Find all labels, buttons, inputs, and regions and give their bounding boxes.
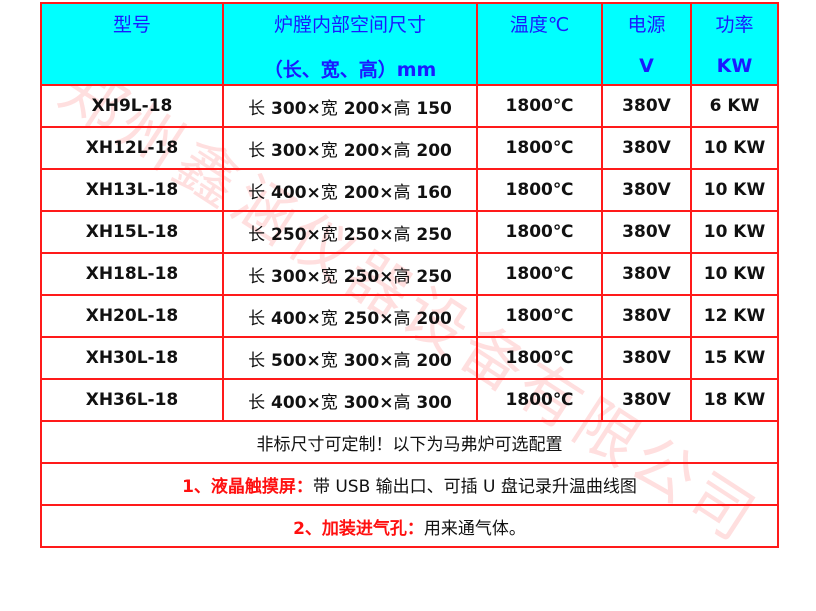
- table-row: XH12L-18 长 300×宽 200×高 200 1800℃ 380V 10…: [40, 126, 779, 170]
- temp-cell: 1800℃: [476, 126, 603, 170]
- model-cell: XH18L-18: [40, 252, 224, 296]
- size-cell: 长 400×宽 300×高 300: [222, 378, 478, 422]
- header-size: 炉膛内部空间尺寸 （长、宽、高）mm: [222, 2, 478, 86]
- size-cell: 长 500×宽 300×高 200: [222, 336, 478, 380]
- table-row: XH20L-18 长 400×宽 250×高 200 1800℃ 380V 12…: [40, 294, 779, 338]
- table-row: XH18L-18 长 300×宽 250×高 250 1800℃ 380V 10…: [40, 252, 779, 296]
- power-cell: 15 KW: [690, 336, 779, 380]
- voltage-cell: 380V: [601, 378, 692, 422]
- temp-cell: 1800℃: [476, 168, 603, 212]
- option-2-text: 用来通气体。: [423, 518, 526, 539]
- table-row: XH13L-18 长 400×宽 200×高 160 1800℃ 380V 10…: [40, 168, 779, 212]
- model-cell: XH12L-18: [40, 126, 224, 170]
- model-cell: XH30L-18: [40, 336, 224, 380]
- voltage-cell: 380V: [601, 294, 692, 338]
- voltage-cell: 380V: [601, 126, 692, 170]
- power-cell: 12 KW: [690, 294, 779, 338]
- table-row: XH36L-18 长 400×宽 300×高 300 1800℃ 380V 18…: [40, 378, 779, 422]
- size-cell: 长 400×宽 200×高 160: [222, 168, 478, 212]
- size-cell: 长 300×宽 250×高 250: [222, 252, 478, 296]
- temp-cell: 1800℃: [476, 252, 603, 296]
- header-voltage: 电源 V: [601, 2, 692, 86]
- model-cell: XH13L-18: [40, 168, 224, 212]
- model-cell: XH15L-18: [40, 210, 224, 254]
- voltage-cell: 380V: [601, 168, 692, 212]
- custom-note: 非标尺寸可定制！以下为马弗炉可选配置: [40, 420, 779, 464]
- power-cell: 10 KW: [690, 252, 779, 296]
- voltage-cell: 380V: [601, 210, 692, 254]
- size-cell: 长 400×宽 250×高 200: [222, 294, 478, 338]
- furnace-spec-table: 型号 炉膛内部空间尺寸 （长、宽、高）mm 温度℃ 电源 V 功率 KW XH9L-1…: [40, 2, 779, 548]
- table-row: XH9L-18 长 300×宽 200×高 150 1800℃ 380V 6 K…: [40, 84, 779, 128]
- option-1-text: 带 USB 输出口、可插 U 盘记录升温曲线图: [312, 476, 637, 497]
- model-cell: XH9L-18: [40, 84, 224, 128]
- table-row: XH30L-18 长 500×宽 300×高 200 1800℃ 380V 15…: [40, 336, 779, 380]
- option-2-row: 2、加装进气孔：用来通气体。: [40, 504, 779, 548]
- power-cell: 10 KW: [690, 126, 779, 170]
- temp-cell: 1800℃: [476, 294, 603, 338]
- voltage-cell: 380V: [601, 84, 692, 128]
- temp-cell: 1800℃: [476, 336, 603, 380]
- power-cell: 10 KW: [690, 168, 779, 212]
- power-cell: 10 KW: [690, 210, 779, 254]
- size-cell: 长 300×宽 200×高 150: [222, 84, 478, 128]
- header-model: 型号: [40, 2, 224, 86]
- header-row: 型号 炉膛内部空间尺寸 （长、宽、高）mm 温度℃ 电源 V 功率 KW: [40, 2, 779, 86]
- temp-cell: 1800℃: [476, 378, 603, 422]
- model-cell: XH36L-18: [40, 378, 224, 422]
- model-cell: XH20L-18: [40, 294, 224, 338]
- temp-cell: 1800℃: [476, 210, 603, 254]
- temp-cell: 1800℃: [476, 84, 603, 128]
- voltage-cell: 380V: [601, 336, 692, 380]
- option-1-label: 1、液晶触摸屏：: [182, 476, 313, 497]
- power-cell: 18 KW: [690, 378, 779, 422]
- power-cell: 6 KW: [690, 84, 779, 128]
- size-cell: 长 300×宽 200×高 200: [222, 126, 478, 170]
- voltage-cell: 380V: [601, 252, 692, 296]
- custom-note-row: 非标尺寸可定制！以下为马弗炉可选配置: [40, 420, 779, 464]
- header-temp: 温度℃: [476, 2, 603, 86]
- option-1-row: 1、液晶触摸屏：带 USB 输出口、可插 U 盘记录升温曲线图: [40, 462, 779, 506]
- table-row: XH15L-18 长 250×宽 250×高 250 1800℃ 380V 10…: [40, 210, 779, 254]
- header-power: 功率 KW: [690, 2, 779, 86]
- size-cell: 长 250×宽 250×高 250: [222, 210, 478, 254]
- option-2-label: 2、加装进气孔：: [293, 518, 424, 539]
